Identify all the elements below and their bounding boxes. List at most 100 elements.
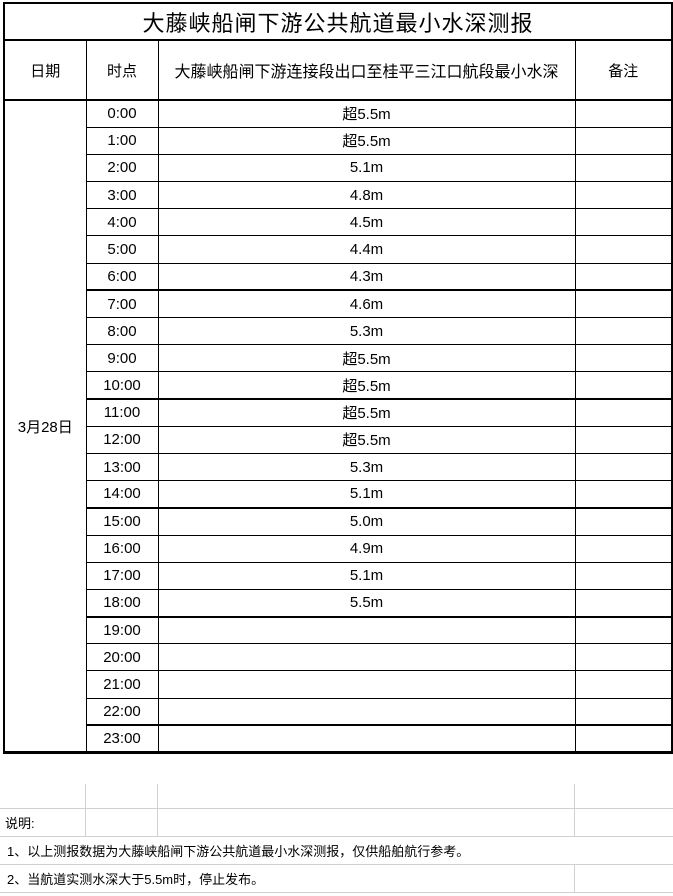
time-cell[interactable]: 11:00	[85, 398, 159, 427]
time-cell[interactable]: 14:00	[85, 480, 159, 509]
depth-cell[interactable]: 5.1m	[157, 561, 576, 590]
time-cell[interactable]: 20:00	[85, 643, 159, 672]
depth-cell[interactable]: 超5.5m	[157, 398, 576, 427]
remark-cell[interactable]	[574, 507, 673, 536]
depth-cell[interactable]: 4.3m	[157, 262, 576, 292]
time-cell[interactable]: 21:00	[85, 670, 159, 699]
remark-cell[interactable]	[574, 561, 673, 590]
note-2[interactable]: 2、当航道实测水深大于5.5m时，停止发布。	[0, 864, 575, 893]
depth-cell[interactable]: 超5.5m	[157, 99, 576, 128]
time-cell[interactable]: 22:00	[85, 697, 159, 727]
remark-cell[interactable]	[574, 588, 673, 618]
remark-cell[interactable]	[574, 371, 673, 401]
depth-cell[interactable]: 4.8m	[157, 181, 576, 210]
remark-cell[interactable]	[574, 99, 673, 128]
remark-cell[interactable]	[574, 126, 673, 155]
time-cell[interactable]: 8:00	[85, 316, 159, 346]
empty-cell[interactable]	[574, 864, 673, 893]
depth-cell[interactable]: 超5.5m	[157, 344, 576, 373]
data-row: 19:00	[4, 616, 673, 645]
remark-cell[interactable]	[574, 616, 673, 645]
data-row: 7:00 4.6m	[4, 289, 673, 319]
depth-cell[interactable]: 5.5m	[157, 588, 576, 618]
remark-cell[interactable]	[574, 643, 673, 672]
time-cell[interactable]: 1:00	[85, 126, 159, 155]
time-cell[interactable]: 7:00	[85, 289, 159, 319]
time-cell[interactable]: 5:00	[85, 235, 159, 264]
note-row-1: 1、以上测报数据为大藤峡船闸下游公共航道最小水深测报，仅供船舶航行参考。	[0, 836, 673, 865]
remark-cell[interactable]	[574, 724, 673, 754]
data-row: 20:00	[4, 643, 673, 672]
remark-cell[interactable]	[574, 697, 673, 727]
depth-cell[interactable]	[157, 670, 576, 699]
column-header-depth[interactable]: 大藤峡船闸下游连接段出口至桂平三江口航段最小水深	[157, 39, 576, 101]
empty-cell[interactable]	[574, 808, 673, 837]
depth-cell[interactable]: 5.1m	[157, 153, 576, 183]
header-row: 日期 时点 大藤峡船闸下游连接段出口至桂平三江口航段最小水深 备注	[3, 39, 673, 101]
depth-cell[interactable]: 4.9m	[157, 534, 576, 563]
remark-cell[interactable]	[574, 235, 673, 264]
remark-cell[interactable]	[574, 425, 673, 454]
depth-cell[interactable]: 超5.5m	[157, 425, 576, 454]
depth-cell[interactable]: 4.4m	[157, 235, 576, 264]
date-cell[interactable]: 3月28日	[3, 99, 87, 753]
depth-cell[interactable]: 5.3m	[157, 316, 576, 346]
depth-cell[interactable]: 4.5m	[157, 208, 576, 237]
time-cell[interactable]: 23:00	[85, 724, 159, 754]
title-row: 大藤峡船闸下游公共航道最小水深测报	[3, 2, 673, 41]
time-cell[interactable]: 18:00	[85, 588, 159, 618]
data-row: 3:00 4.8m	[4, 181, 673, 210]
time-cell[interactable]: 0:00	[85, 99, 159, 128]
depth-cell[interactable]: 5.1m	[157, 480, 576, 509]
data-row: 21:00	[4, 670, 673, 699]
depth-cell[interactable]: 4.6m	[157, 289, 576, 319]
time-cell[interactable]: 3:00	[85, 181, 159, 210]
remark-cell[interactable]	[574, 153, 673, 183]
time-cell[interactable]: 10:00	[85, 371, 159, 401]
time-cell[interactable]: 6:00	[85, 262, 159, 292]
empty-cell[interactable]	[157, 784, 575, 809]
depth-cell[interactable]	[157, 697, 576, 727]
page-title[interactable]: 大藤峡船闸下游公共航道最小水深测报	[3, 2, 673, 41]
remark-cell[interactable]	[574, 208, 673, 237]
time-cell[interactable]: 13:00	[85, 452, 159, 482]
depth-cell[interactable]	[157, 616, 576, 645]
column-header-time[interactable]: 时点	[85, 39, 159, 101]
data-row: 3月28日 0:00 超5.5m	[3, 99, 673, 753]
depth-cell[interactable]: 5.3m	[157, 452, 576, 482]
time-cell[interactable]: 2:00	[85, 153, 159, 183]
note-1[interactable]: 1、以上测报数据为大藤峡船闸下游公共航道最小水深测报，仅供船舶航行参考。	[0, 836, 673, 865]
remark-cell[interactable]	[574, 289, 673, 319]
time-cell[interactable]: 16:00	[85, 534, 159, 563]
remark-cell[interactable]	[574, 480, 673, 509]
remark-cell[interactable]	[574, 452, 673, 482]
data-row: 11:00 超5.5m	[4, 398, 673, 427]
time-cell[interactable]: 12:00	[85, 425, 159, 454]
empty-cell[interactable]	[157, 808, 575, 837]
data-row: 17:00 5.1m	[4, 561, 673, 590]
empty-cell[interactable]	[0, 784, 86, 809]
remark-cell[interactable]	[574, 534, 673, 563]
depth-cell[interactable]	[157, 724, 576, 754]
remark-cell[interactable]	[574, 398, 673, 427]
remark-cell[interactable]	[574, 316, 673, 346]
depth-cell[interactable]: 超5.5m	[157, 371, 576, 401]
empty-cell[interactable]	[574, 784, 673, 809]
depth-cell[interactable]	[157, 643, 576, 672]
time-cell[interactable]: 17:00	[85, 561, 159, 590]
remark-cell[interactable]	[574, 670, 673, 699]
column-header-remark[interactable]: 备注	[574, 39, 673, 101]
depth-cell[interactable]: 5.0m	[157, 507, 576, 536]
time-cell[interactable]: 15:00	[85, 507, 159, 536]
empty-cell[interactable]	[85, 808, 158, 837]
time-cell[interactable]: 9:00	[85, 344, 159, 373]
remark-cell[interactable]	[574, 181, 673, 210]
empty-cell[interactable]	[85, 784, 158, 809]
time-cell[interactable]: 19:00	[85, 616, 159, 645]
time-cell[interactable]: 4:00	[85, 208, 159, 237]
column-header-date[interactable]: 日期	[3, 39, 87, 101]
remark-cell[interactable]	[574, 262, 673, 292]
remark-cell[interactable]	[574, 344, 673, 373]
depth-cell[interactable]: 超5.5m	[157, 126, 576, 155]
notes-label[interactable]: 说明:	[0, 808, 86, 837]
